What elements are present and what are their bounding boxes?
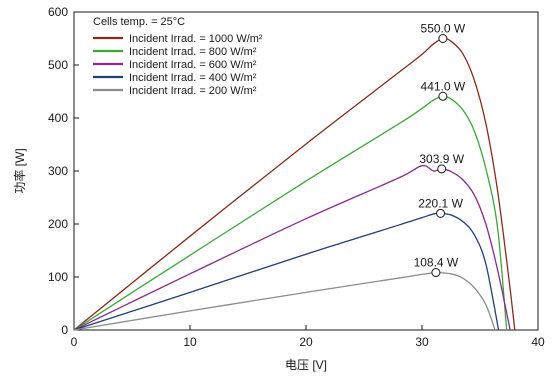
series-line-4 xyxy=(73,271,496,331)
x-tick-label: 30 xyxy=(415,335,429,349)
legend-entry: Incident Irrad. = 200 W/m² xyxy=(129,85,257,97)
peak-label: 441.0 W xyxy=(421,79,466,93)
x-tick-label: 20 xyxy=(299,335,313,349)
legend-entry: Incident Irrad. = 600 W/m² xyxy=(129,59,257,71)
peak-point xyxy=(438,91,448,101)
y-tick-label: 100 xyxy=(48,270,68,284)
legend-entry: Incident Irrad. = 1000 W/m² xyxy=(129,33,263,45)
peak-label: 108.4 W xyxy=(414,256,459,270)
peak-label: 550.0 W xyxy=(421,22,466,36)
y-tick-label: 300 xyxy=(48,164,68,178)
peak-point xyxy=(438,34,448,43)
y-tick-label: 0 xyxy=(61,323,68,337)
legend: Cells temp. = 25°C Incident Irrad. = 100… xyxy=(93,16,263,97)
y-tick-label: 400 xyxy=(48,111,68,125)
x-tick-label: 40 xyxy=(531,335,545,349)
peak-point xyxy=(431,268,441,278)
peak-point xyxy=(436,208,446,218)
peak-point xyxy=(437,164,447,174)
x-tick-label: 10 xyxy=(183,335,197,349)
y-axis-label: 功率 [W] xyxy=(12,148,27,193)
legend-entry: Incident Irrad. = 400 W/m² xyxy=(129,72,257,84)
legend-title: Cells temp. = 25°C xyxy=(93,16,185,28)
y-tick-label: 200 xyxy=(48,217,68,231)
x-tick-label: 0 xyxy=(71,335,78,349)
x-axis-label: 电压 [V] xyxy=(285,358,327,372)
legend-entry: Incident Irrad. = 800 W/m² xyxy=(129,46,257,58)
peak-label: 220.1 W xyxy=(418,196,463,210)
series-line-3 xyxy=(73,212,500,331)
y-tick-label: 600 xyxy=(48,5,68,19)
peak-label: 303.9 W xyxy=(419,152,464,166)
peak-markers: 550.0 W 441.0 W 303.9 W 220.1 W 108.4 W xyxy=(414,22,466,278)
series-line-2 xyxy=(73,164,511,331)
y-tick-label: 500 xyxy=(48,58,68,72)
